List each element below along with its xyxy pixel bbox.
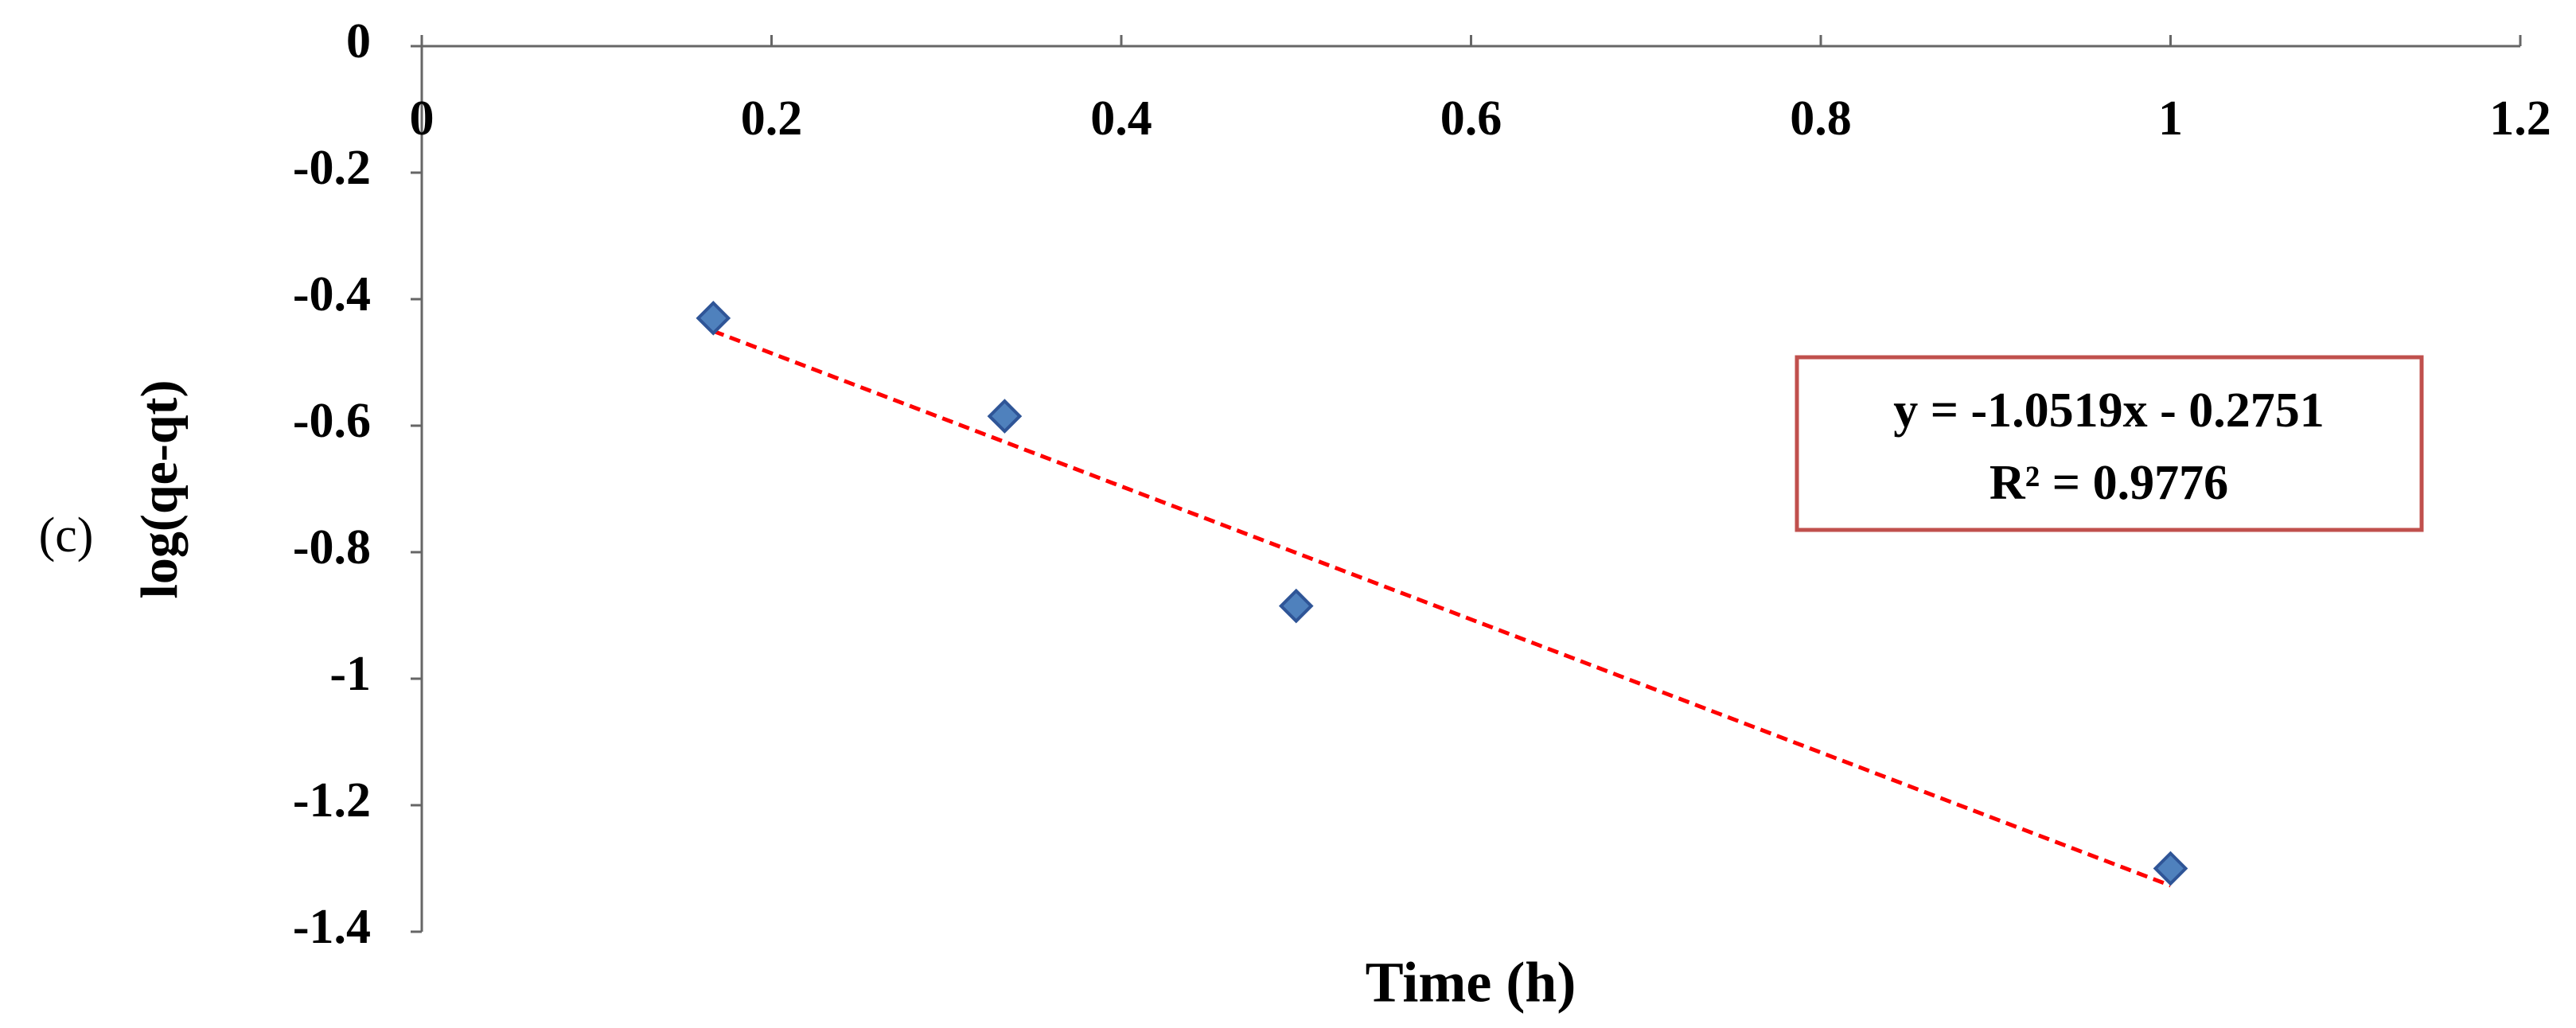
x-axis-title: Time (h) [1366,951,1576,1014]
x-tick-label: 0.6 [1440,92,1502,146]
y-tick-label: -0.6 [293,394,371,448]
y-tick-label: 0 [346,14,371,68]
x-tick-label: 1 [2158,92,2183,146]
data-point [696,301,731,336]
r-squared: R² = 0.9776 [1989,456,2228,510]
data-point [2153,851,2188,886]
y-tick-label: -0.4 [293,267,371,321]
x-tick-label: 1.2 [2489,92,2551,146]
trendline-equation: y = -1.0519x - 0.2751 [1893,384,2325,438]
y-tick-label: -0.2 [293,141,371,195]
x-tick-label: 0 [410,92,435,146]
data-point [1278,588,1314,624]
y-axis-title: log(qe-qt) [131,380,189,599]
y-tick-label: -0.8 [293,520,371,574]
y-tick-label: -1.4 [293,900,371,954]
data-point [987,399,1023,434]
trendline [712,329,2172,888]
y-tick-label: -1 [329,647,371,701]
y-tick-label: -1.2 [293,773,371,827]
x-tick-label: 0.2 [741,92,803,146]
x-tick-label: 0.8 [1790,92,1852,146]
x-tick-label: 0.4 [1090,92,1152,146]
annotation-box [1795,355,2424,532]
panel-label: (c) [39,508,94,563]
